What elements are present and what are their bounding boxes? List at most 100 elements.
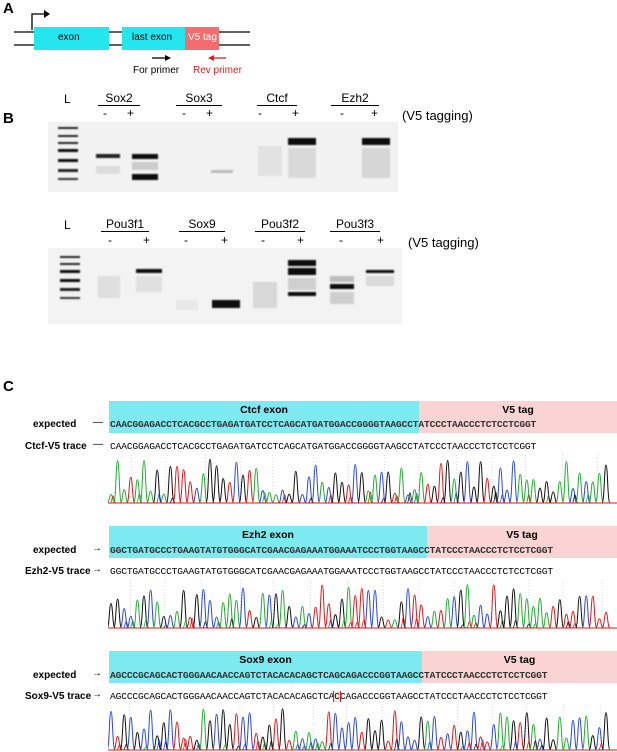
last-exon-box: [122, 27, 185, 50]
chromatogram-peak: [119, 489, 129, 504]
chromatogram-peak: [311, 738, 320, 751]
tag-sequence: GGTAAGCCTATCCCTAACCCTCTCCTCGGT: [379, 670, 548, 681]
v5-tag-title-2: V5 tag: [506, 529, 538, 541]
chromatogram-peak: [429, 485, 439, 504]
chromatogram-peak: [429, 611, 439, 629]
v5-tag-title-3: V5 tag: [503, 654, 536, 666]
chromatogram-peak: [344, 586, 354, 629]
v5-tagging-note-2: (V5 tagging): [408, 235, 479, 250]
chromatogram-peak: [324, 603, 334, 629]
chromatogram-peak: [291, 616, 301, 629]
rev-primer-label: Rev primer: [193, 65, 242, 76]
gene-label-ctcf: Ctcf: [257, 91, 297, 106]
chromatogram-peak: [436, 610, 446, 629]
chromatogram-peak: [410, 739, 419, 751]
ezh2-chromatogram: [108, 580, 617, 629]
chromatogram-peak: [119, 714, 129, 751]
v5-tag-bar-2: [427, 526, 617, 558]
plus-sign: +: [143, 233, 151, 247]
chromatogram-peak: [548, 739, 558, 751]
chromatogram-peak: [284, 493, 294, 504]
chromatogram-peak: [108, 710, 116, 751]
gene-construct-diagram: [14, 10, 250, 61]
panel-c-label: C: [3, 378, 14, 395]
plus-sign: +: [377, 233, 385, 247]
ctcf-trace-sequence: CAACGGAGACCTCACGCCTGAGATGATCCTCAGCATGATG…: [110, 441, 537, 452]
plus-sign: +: [292, 106, 300, 120]
chromatogram-peak: [278, 708, 288, 751]
plus-sign: +: [206, 106, 214, 120]
gene-label-pou3f1: Pou3f1: [101, 217, 149, 232]
chromatogram-peak: [439, 497, 447, 504]
chromatogram-peak: [416, 716, 426, 751]
chromatogram-peak: [195, 743, 202, 751]
chromatogram-peak: [423, 483, 433, 504]
chromatogram-peak: [377, 719, 387, 751]
chromatogram-peak: [205, 458, 215, 504]
chromatogram-peak: [179, 589, 189, 629]
sox9-trace-label: Sox9-V5 trace: [25, 691, 92, 702]
tag-sequence: GGTAAGCCTATCCCTAACCCTCTCCTCGGT: [367, 419, 537, 430]
chromatogram-peak: [489, 584, 499, 629]
chromatogram-peak: [542, 612, 552, 629]
v5-tag-box: [185, 27, 219, 50]
chromatogram-peak: [331, 614, 340, 629]
chromatogram-peak: [483, 741, 492, 751]
chromatogram-peak: [588, 595, 598, 629]
chromatogram-peak: [449, 596, 459, 629]
tag-sequence: GGTAAGCCTATCCCTAACCCTCTCCTCGGT: [384, 545, 553, 556]
chromatogram-peak: [238, 587, 248, 629]
ctcf-trace-label: Ctcf-V5 trace: [25, 441, 87, 452]
chromatogram-peak: [548, 605, 558, 629]
chromatogram-peak: [562, 613, 571, 629]
mismatch-highlight: C: [333, 691, 341, 702]
expected-label-3: expected: [33, 670, 77, 681]
sox9-exon-title: Sox9 exon: [239, 654, 292, 666]
ezh2-trace-label: Ezh2-V5 trace: [25, 566, 91, 577]
chromatogram-peak: [502, 716, 512, 751]
chromatogram-peak: [271, 593, 281, 629]
gene-label-sox3: Sox3: [176, 91, 222, 106]
chromatogram-peak: [390, 492, 400, 504]
chromatogram-peak: [383, 471, 393, 504]
chromatogram-peak: [410, 489, 419, 504]
ezh2-trace-sequence: GGCTGATGCCCTGAAGTATGTGGGCATCGAACGAGAAATG…: [110, 566, 553, 577]
chromatogram-peak: [198, 589, 208, 629]
chromatogram-peak: [298, 738, 307, 751]
chromatogram-peak: [495, 610, 505, 629]
chromatogram-peak: [416, 604, 426, 629]
chromatogram-peak: [304, 732, 314, 751]
chromatogram-peak: [384, 619, 393, 629]
chromatogram-peak: [152, 601, 162, 629]
chromatogram-peak: [278, 489, 287, 504]
chromatogram-peak: [443, 459, 453, 504]
chromatogram-peak: [350, 464, 360, 504]
chromatogram-peak: [363, 589, 373, 629]
chromatogram-peak: [132, 599, 142, 629]
chromatogram-peak: [298, 493, 307, 504]
chromatogram-peak: [271, 494, 281, 504]
chromatogram-peak: [532, 623, 539, 629]
chromatogram-peak: [307, 497, 315, 504]
chromatogram-peak: [327, 743, 334, 751]
chromatogram-peak: [489, 724, 499, 751]
chromatogram-peak: [469, 711, 479, 751]
chromatogram-peak: [258, 736, 268, 751]
chromatogram-peak: [265, 491, 274, 504]
chromatogram-peak: [169, 497, 176, 504]
chromatogram-peak: [522, 598, 532, 629]
chromatogram-peak: [443, 598, 453, 629]
ctcf-exon-title: Ctcf exon: [240, 404, 288, 416]
plus-sign: +: [297, 233, 305, 247]
chromatogram-peak: [324, 487, 334, 504]
chromatogram-peak: [476, 604, 486, 629]
gene-label-pou3f3: Pou3f3: [330, 217, 380, 232]
chromatogram-peak: [601, 712, 611, 751]
chromatogram-peak: [528, 724, 538, 751]
expected-label-1: expected: [33, 419, 77, 430]
chromatogram-peak: [482, 477, 492, 504]
arrow-icon: →: [92, 564, 102, 575]
chromatogram-peak: [380, 498, 387, 504]
gene-label-ezh2: Ezh2: [331, 91, 379, 106]
panel-a-label: A: [3, 0, 14, 17]
